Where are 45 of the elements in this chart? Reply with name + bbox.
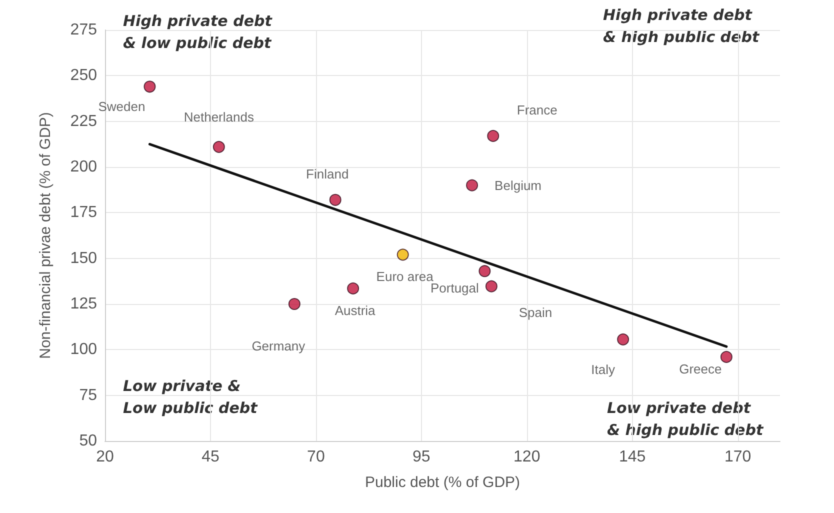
series-label: France — [516, 102, 558, 118]
point — [329, 194, 342, 206]
annotation: Low private & Low public debt — [123, 377, 258, 417]
y-tick-label: 225 — [70, 112, 98, 130]
text: Germany — [252, 338, 306, 354]
annotation: Low private debt & high public debt — [607, 399, 764, 439]
x-axis-title: Public debt (% of GDP) — [364, 474, 520, 491]
y-tick-label: 150 — [70, 250, 98, 267]
point — [347, 282, 360, 294]
point — [720, 350, 732, 363]
y-tick-label: 100 — [70, 341, 98, 358]
series-label: Sweden — [98, 99, 146, 114]
point — [487, 130, 500, 142]
point — [144, 80, 156, 93]
point — [485, 280, 498, 292]
series-label: Netherlands — [184, 109, 254, 124]
x-tick-label: 145 — [618, 448, 646, 466]
y-tick-label: 250 — [70, 67, 98, 84]
y-tick-label: 125 — [70, 296, 98, 312]
series-label: Belgium — [494, 178, 542, 193]
y-tick-label: 50 — [79, 432, 98, 450]
annotation: High private debt & low public debt — [123, 12, 273, 52]
y-tick-label: 175 — [70, 204, 98, 222]
series-label: Austria — [334, 302, 376, 318]
series-label: Greece — [679, 361, 722, 376]
point — [396, 248, 409, 261]
x-tick-label: 95 — [412, 448, 430, 466]
point — [288, 298, 300, 310]
series-label: Italy — [591, 362, 616, 377]
x-tick-label: 170 — [724, 448, 752, 466]
x-tick-label: 120 — [514, 448, 540, 466]
y-tick-label: 200 — [70, 158, 98, 176]
point — [478, 265, 491, 278]
y-tick-label: 275 — [70, 22, 98, 38]
point — [617, 333, 630, 346]
series-label: Finland — [306, 166, 349, 182]
point — [466, 179, 478, 192]
x-tick-label: 70 — [307, 448, 325, 466]
text: Spain — [518, 304, 552, 320]
y-tick-label: 75 — [79, 386, 98, 404]
y-axis-title: Non-financial privae debt (% of GDP) — [37, 112, 54, 359]
x-tick-label: 45 — [202, 448, 220, 466]
x-tick-label: 20 — [96, 448, 114, 466]
annotation: High private debt & high public debt — [603, 6, 760, 46]
point — [212, 140, 225, 153]
